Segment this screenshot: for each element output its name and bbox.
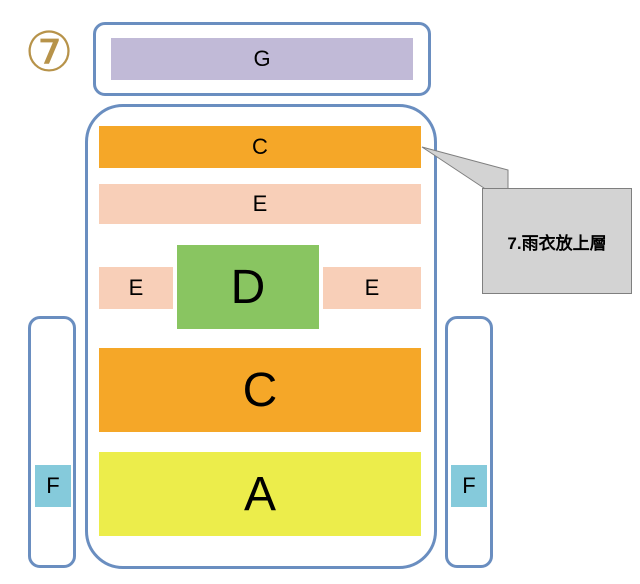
diagram-stage: ⑦ GCEEEDCAFF 7.雨衣放上層 [0, 0, 640, 584]
callout-text: 7.雨衣放上層 [507, 229, 606, 254]
callout-box: 7.雨衣放上層 [482, 188, 632, 294]
